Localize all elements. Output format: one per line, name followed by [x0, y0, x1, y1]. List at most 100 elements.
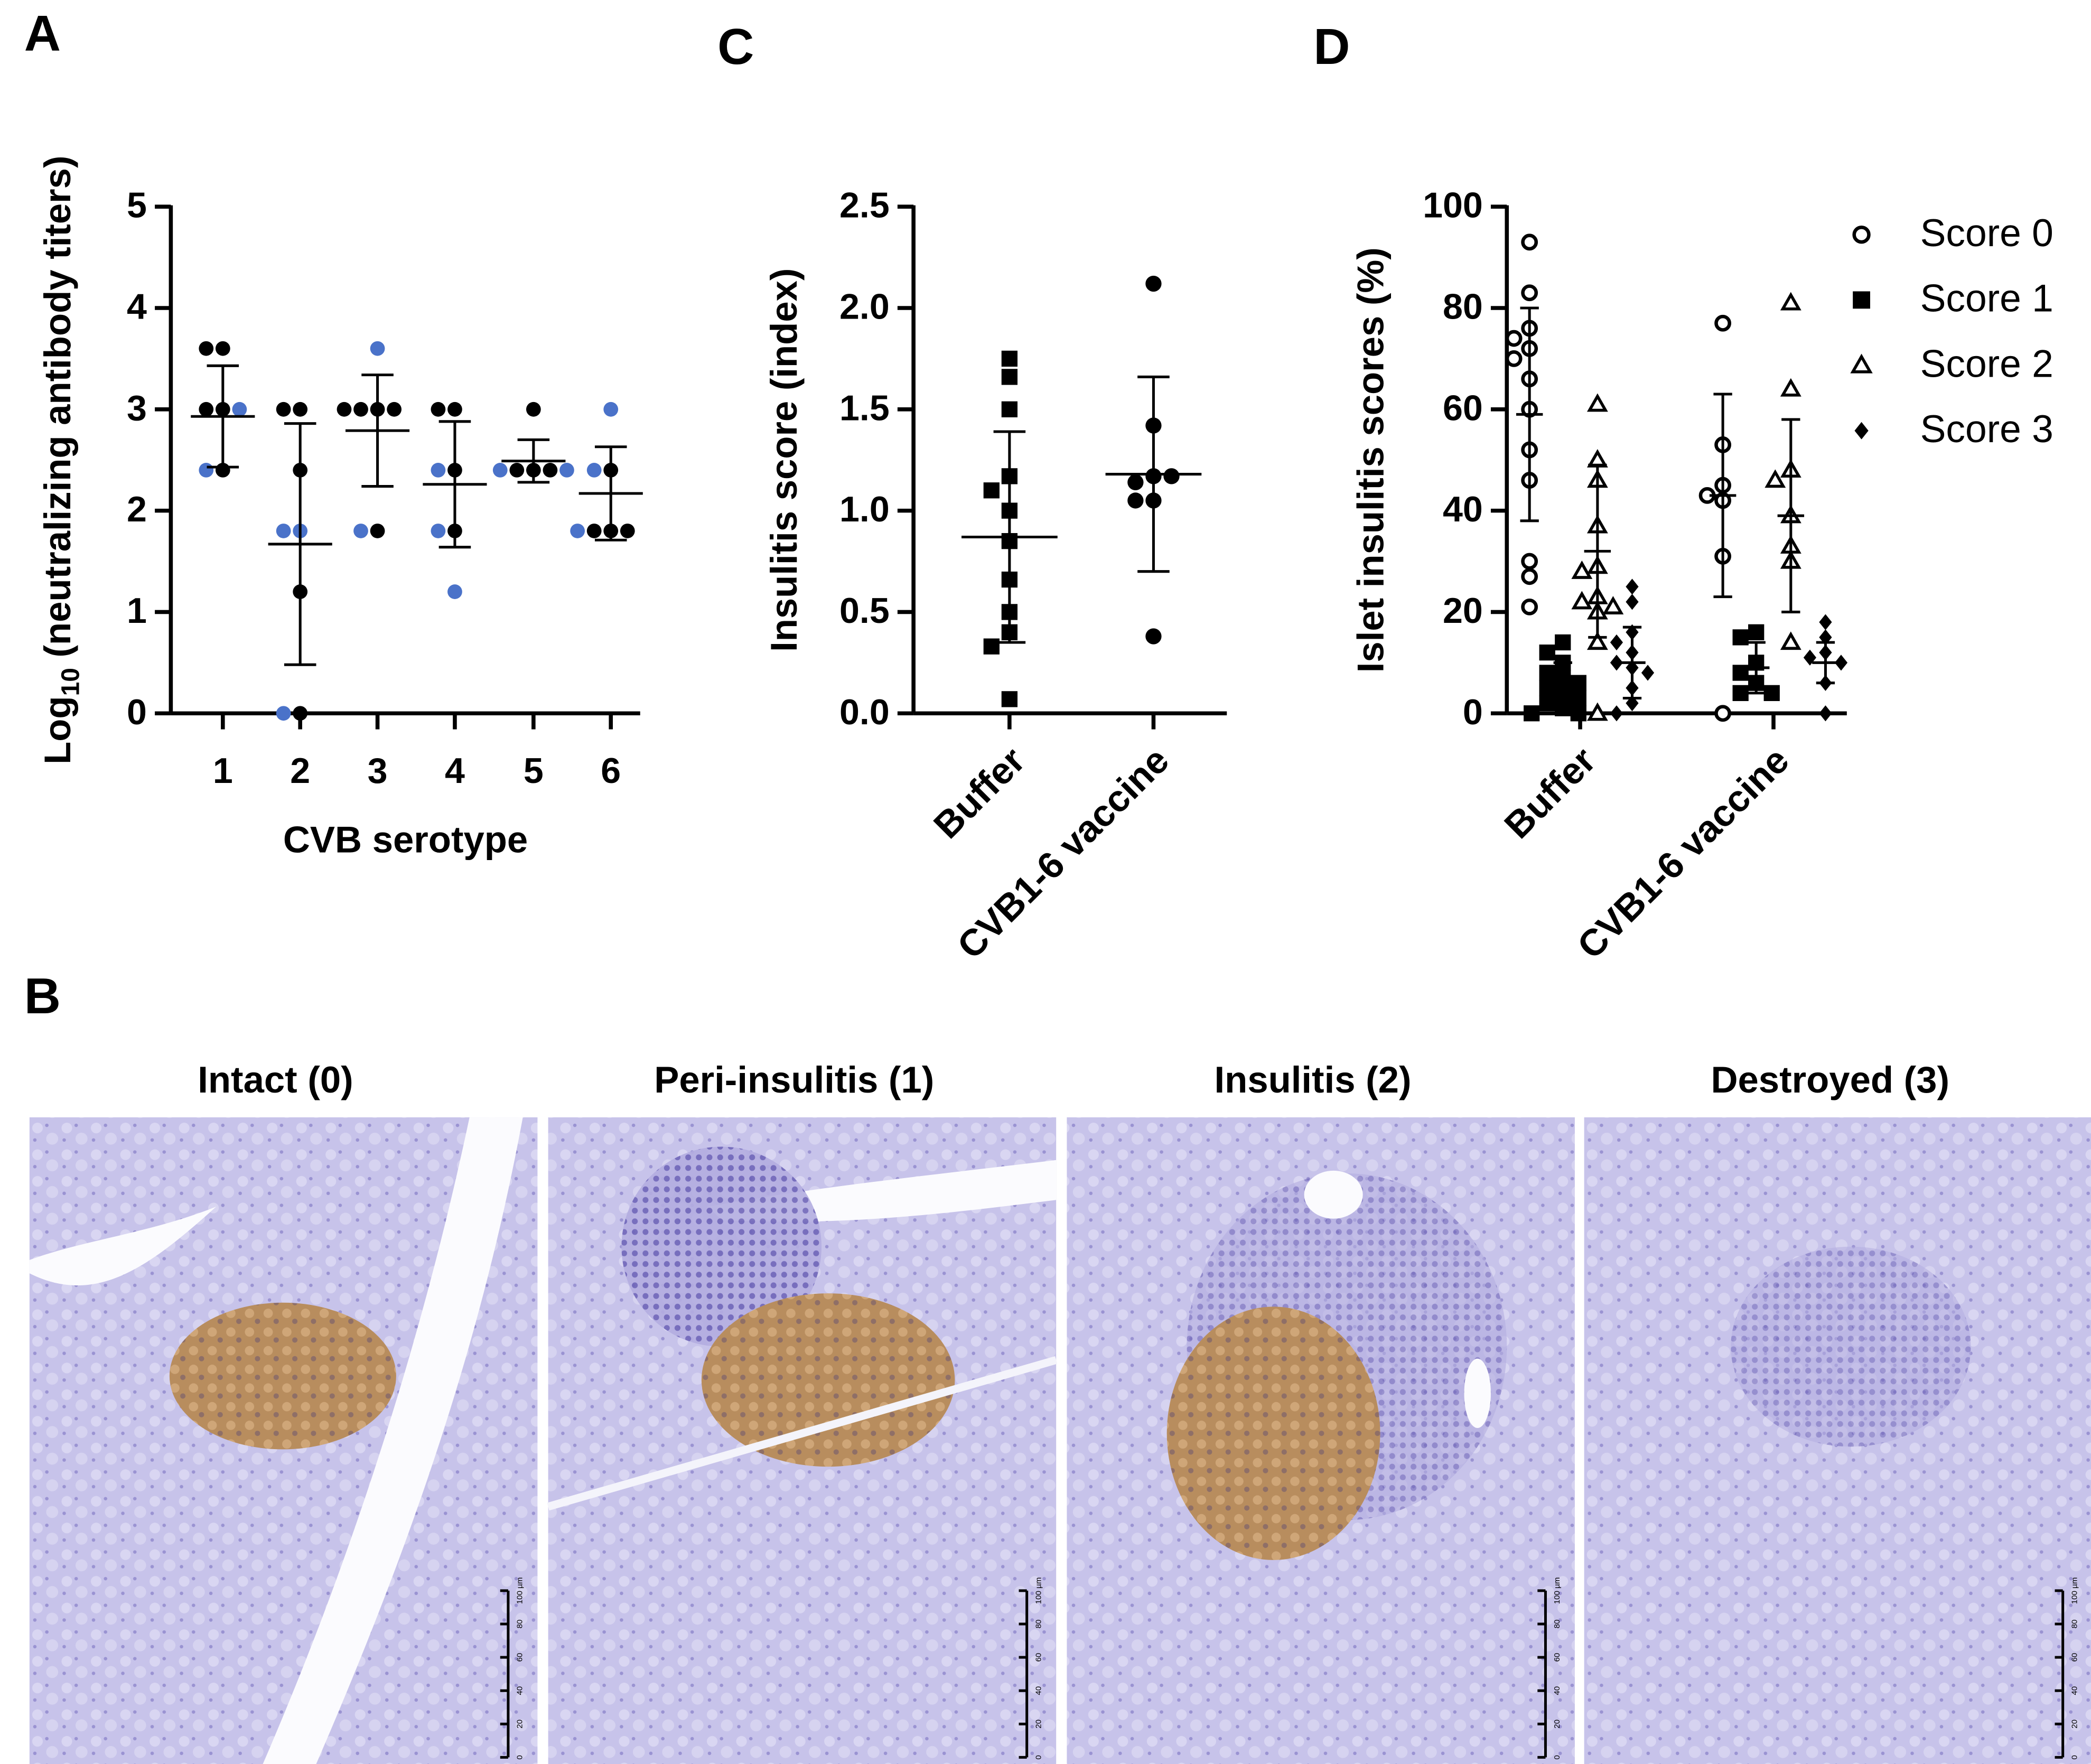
scale-label: 80: [2070, 1620, 2079, 1629]
legend-marker: [1850, 353, 1873, 374]
dot: [603, 402, 619, 417]
infiltrate: [621, 1146, 822, 1347]
vessel: [547, 1356, 1058, 1511]
legend-label: Score 2: [1920, 342, 2053, 385]
y-axis-label-part: 10: [57, 668, 85, 696]
dot: [1586, 702, 1608, 721]
dot: [1586, 393, 1608, 412]
scale-label: 20: [1553, 1720, 1562, 1729]
dot: [1714, 314, 1731, 332]
dot: [1602, 596, 1624, 614]
image-title: Destroyed (3): [1711, 1059, 1949, 1100]
dot: [1780, 292, 1801, 311]
y-tick-label: 4: [127, 287, 147, 327]
scale-label: 0: [1034, 1755, 1043, 1759]
y-tick-label: 1.0: [839, 489, 890, 529]
y-tick-label: 3: [127, 388, 147, 428]
legend-label: Score 1: [1920, 277, 2053, 320]
y-axis-label-part: (neutralizing antibody titers): [36, 156, 78, 668]
vessel: [1304, 1170, 1363, 1219]
legend-label: Score 0: [1920, 211, 2053, 255]
islet: [1731, 1246, 1971, 1447]
scale-label: 0: [1553, 1755, 1562, 1759]
panel-letter: A: [24, 5, 61, 62]
dot: [1834, 655, 1848, 671]
x-tick-label: 4: [445, 751, 465, 791]
histology-image: 0 20 40 60 80 100 µm: [1584, 1117, 2091, 1764]
dot: [1748, 624, 1765, 640]
dot: [1626, 594, 1639, 610]
legend-marker: [1852, 226, 1871, 244]
dot: [1819, 705, 1832, 722]
dot: [199, 341, 214, 356]
x-tick-label: 2: [290, 751, 310, 791]
histology-image: 0 20 40 60 80 100 µm: [1067, 1117, 1575, 1764]
dot: [1163, 468, 1180, 484]
legend-label: Score 3: [1920, 407, 2053, 451]
x-tick-label: Buffer: [926, 739, 1033, 846]
dot: [1641, 665, 1655, 681]
dot: [337, 402, 352, 417]
dot: [431, 463, 446, 478]
dot: [1570, 690, 1586, 706]
y-axis-label-part: Log: [36, 696, 78, 764]
y-tick-label: 40: [1443, 489, 1483, 529]
scale-label: 100 µm: [516, 1578, 525, 1604]
legend-marker: [1854, 422, 1869, 440]
y-tick-label: 0.5: [839, 591, 890, 631]
y-tick-label: 1.5: [839, 388, 890, 428]
dot: [215, 341, 230, 356]
y-axis-label: Islet insulitis scores (%): [1350, 247, 1392, 673]
dot: [983, 638, 1000, 655]
vessel: [1464, 1358, 1491, 1428]
dot: [1780, 378, 1801, 397]
dot: [526, 402, 541, 417]
dot: [1780, 631, 1801, 650]
dot: [1524, 705, 1540, 722]
dot: [1610, 634, 1623, 651]
y-tick-label: 0.0: [839, 692, 890, 732]
scale-label: 60: [516, 1653, 525, 1662]
dot: [586, 524, 602, 538]
dot: [1521, 598, 1538, 615]
scale-label: 40: [1034, 1686, 1043, 1695]
dot: [276, 706, 291, 721]
scale-label: 40: [1553, 1686, 1562, 1695]
histology-image: 0 20 40 60 80 100 µm: [29, 1117, 538, 1764]
dot: [570, 524, 585, 538]
y-tick-label: 1: [127, 591, 147, 631]
dot: [293, 402, 308, 417]
x-tick-label: 6: [601, 751, 621, 791]
x-tick-label: Buffer: [1496, 739, 1603, 846]
dot: [983, 482, 1000, 499]
dot: [1001, 401, 1018, 417]
legend-marker: [1853, 291, 1870, 309]
scale-label: 80: [516, 1620, 525, 1629]
dot: [353, 402, 368, 417]
dot: [1732, 629, 1749, 646]
x-tick-label: 5: [524, 751, 544, 791]
y-tick-label: 5: [127, 185, 147, 226]
dot: [431, 524, 446, 538]
panel-letter: D: [1313, 18, 1350, 75]
dot: [543, 463, 558, 478]
dot: [199, 402, 214, 417]
dot: [1539, 645, 1555, 661]
image-title: Insulitis (2): [1215, 1059, 1412, 1100]
dot: [1145, 275, 1162, 292]
scale-label: 80: [1553, 1620, 1562, 1629]
dot: [1570, 705, 1586, 722]
dot: [1539, 695, 1555, 712]
y-tick-label: 0: [1463, 692, 1483, 732]
y-axis-label: Insulitis score (index): [763, 268, 805, 652]
histology-image: 0 20 40 60 80 100 µm: [547, 1117, 1058, 1764]
y-axis-label: Log10 (neutralizing antibody titers): [36, 156, 85, 764]
x-tick-label: 3: [368, 751, 388, 791]
scale-label: 100 µm: [1034, 1578, 1043, 1604]
x-tick-label: 1: [213, 751, 233, 791]
dot: [370, 341, 385, 356]
y-tick-label: 20: [1443, 591, 1483, 631]
dot: [1571, 591, 1593, 610]
islet: [1166, 1306, 1380, 1560]
y-tick-label: 2: [127, 489, 147, 529]
